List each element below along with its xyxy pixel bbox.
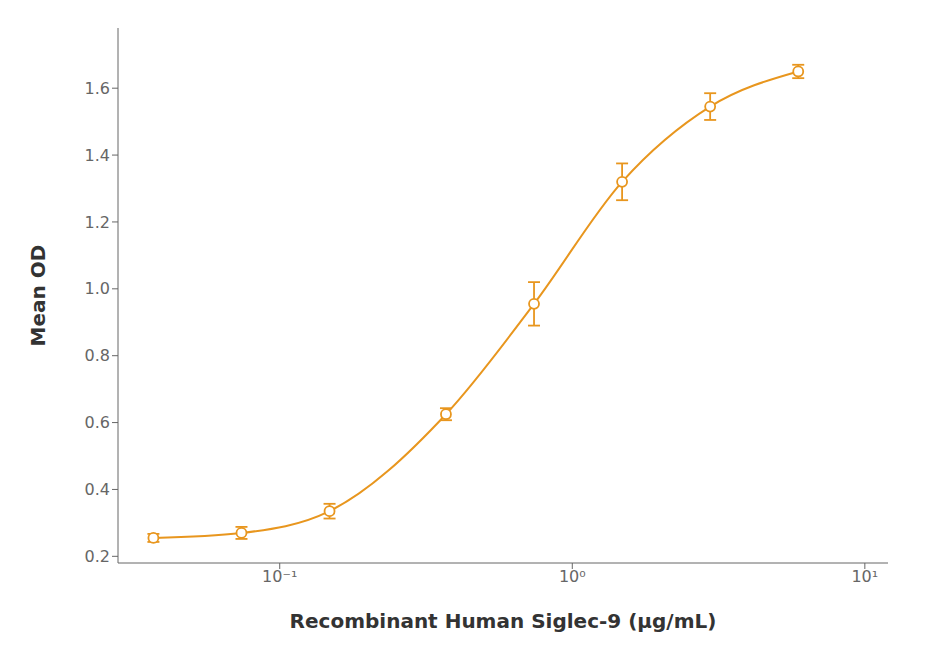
svg-text:0.8: 0.8	[85, 346, 110, 365]
svg-text:0.6: 0.6	[85, 413, 110, 432]
svg-text:1.6: 1.6	[85, 79, 110, 98]
svg-text:0.2: 0.2	[85, 547, 110, 566]
svg-text:1.0: 1.0	[85, 279, 110, 298]
svg-text:10⁰: 10⁰	[559, 567, 586, 586]
svg-text:Mean OD: Mean OD	[26, 245, 50, 347]
svg-text:0.4: 0.4	[85, 480, 110, 499]
svg-text:Recombinant Human Siglec-9 (μg: Recombinant Human Siglec-9 (μg/mL)	[290, 609, 717, 633]
svg-text:1.4: 1.4	[85, 146, 110, 165]
svg-text:1.2: 1.2	[85, 213, 110, 232]
svg-text:10⁻¹: 10⁻¹	[262, 567, 297, 586]
svg-text:10¹: 10¹	[851, 567, 878, 586]
